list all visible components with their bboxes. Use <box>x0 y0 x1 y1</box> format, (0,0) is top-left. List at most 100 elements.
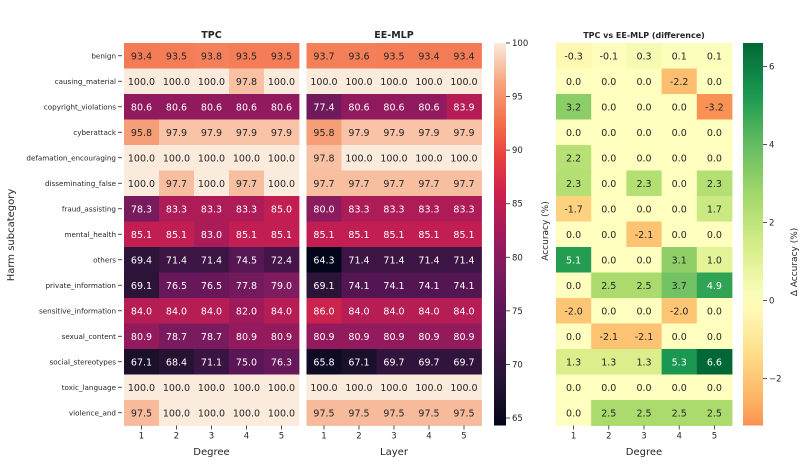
heatmap-cell <box>306 349 342 375</box>
cell-label: 80.6 <box>166 102 187 113</box>
heatmap-cell <box>446 374 482 401</box>
cell-label: 2.2 <box>566 153 581 164</box>
heatmap-cell <box>556 196 592 222</box>
heatmap-cell <box>661 170 698 197</box>
heatmap-cell <box>229 272 265 299</box>
heatmap-cell <box>661 196 698 222</box>
heatmap-cell <box>696 400 733 426</box>
cell-label: 93.5 <box>236 51 257 62</box>
cell-label: 97.7 <box>313 179 334 190</box>
cell-label: 100.0 <box>450 77 477 88</box>
cell-label: 97.9 <box>166 128 187 139</box>
cell-label: 100.0 <box>128 77 155 88</box>
cell-label: 1.0 <box>707 255 722 266</box>
cell-label: 71.4 <box>166 255 187 266</box>
cell-label: 2.5 <box>707 408 722 419</box>
cell-label: 93.4 <box>131 51 152 62</box>
heatmap-cell <box>661 119 698 146</box>
cell-label: 100.0 <box>380 77 407 88</box>
cell-label: 97.9 <box>453 128 474 139</box>
heatmap-cell <box>341 298 377 324</box>
heatmap-cell <box>264 196 300 222</box>
cell-label: 2.5 <box>636 281 651 292</box>
cell-label: 74.1 <box>453 281 474 292</box>
cell-label: 71.4 <box>201 255 222 266</box>
cell-label: 78.7 <box>166 332 187 343</box>
cell-label: -2.2 <box>670 77 689 88</box>
heatmap-cell <box>341 400 377 426</box>
cell-label: 100.0 <box>163 408 190 419</box>
cell-label: 100.0 <box>268 153 295 164</box>
heatmap-cell <box>591 374 627 401</box>
colorbar-tick-label: 85 <box>512 200 523 210</box>
heatmap-cell <box>446 349 482 375</box>
cell-label: 85.1 <box>236 230 257 241</box>
heatmap-cell <box>306 374 342 401</box>
heatmap-cell <box>661 145 698 171</box>
cell-label: 80.6 <box>383 102 404 113</box>
heatmap-cell <box>446 196 482 222</box>
heatmap-cell <box>159 170 195 197</box>
cell-label: 69.7 <box>418 357 439 368</box>
cell-label: 84.0 <box>201 306 222 317</box>
heatmap-cell <box>159 400 195 426</box>
heatmap-cell <box>661 247 698 273</box>
heatmap-cell <box>194 94 230 120</box>
heatmap-cell <box>556 43 592 69</box>
cell-label: 3.1 <box>672 255 687 266</box>
difference-colorbar: −2 0 2 4 6 <box>743 43 782 426</box>
cell-label: 100.0 <box>198 383 225 394</box>
heatmap-cell <box>696 43 733 69</box>
cell-label: 100.0 <box>415 383 442 394</box>
cell-label: 71.1 <box>201 357 222 368</box>
cell-label: 100.0 <box>268 408 295 419</box>
cell-label: 100.0 <box>233 383 260 394</box>
heatmap-cell <box>159 272 195 299</box>
heatmap-cell <box>446 94 482 120</box>
cell-label: 0.0 <box>672 230 687 241</box>
cell-label: 3.2 <box>566 102 581 113</box>
cell-label: 80.0 <box>313 204 334 215</box>
heatmap-cell <box>696 272 733 299</box>
cell-label: 100.0 <box>268 179 295 190</box>
cell-label: 84.0 <box>453 306 474 317</box>
heatmap-cell <box>696 298 733 324</box>
heatmap-cell <box>341 145 377 171</box>
cell-label: 0.0 <box>707 383 722 394</box>
heatmap-cell <box>229 298 265 324</box>
cell-label: 97.5 <box>348 408 369 419</box>
heatmap-cell <box>306 145 342 171</box>
tpc-title: TPC <box>201 30 221 41</box>
cell-label: 100.0 <box>163 383 190 394</box>
cell-label: 83.3 <box>418 204 439 215</box>
cell-label: 80.9 <box>313 332 334 343</box>
colorbar-tick-label: 80 <box>512 253 523 263</box>
heatmap-cell <box>194 221 230 248</box>
cell-label: -2.1 <box>635 230 654 241</box>
cell-label: 0.0 <box>672 102 687 113</box>
cell-label: 86.0 <box>313 306 334 317</box>
cell-label: 74.1 <box>418 281 439 292</box>
heatmap-cell <box>696 119 733 146</box>
cell-label: 74.5 <box>236 255 257 266</box>
heatmap-cell <box>446 119 482 146</box>
heatmap-cell <box>264 374 300 401</box>
cell-label: 1.3 <box>601 357 616 368</box>
colorbar-gradient <box>743 43 763 426</box>
cell-label: 78.3 <box>131 204 152 215</box>
cell-label: 85.1 <box>418 230 439 241</box>
cell-label: 80.9 <box>131 332 152 343</box>
heatmap-tpc: 93.4 93.5 93.8 93.5 93.5 100.0 100.0 100.0 97.8 1… <box>124 43 300 442</box>
heatmap-cell <box>411 272 447 299</box>
heatmap-cell <box>264 247 300 273</box>
cell-label: 0.1 <box>707 51 722 62</box>
cell-label: 82.0 <box>236 306 257 317</box>
heatmap-cell <box>626 94 662 120</box>
heatmap-cell <box>556 272 592 299</box>
cell-label: 100.0 <box>268 77 295 88</box>
cell-label: 100.0 <box>345 383 372 394</box>
heatmap-cell <box>376 374 412 401</box>
heatmap-cell <box>626 247 662 273</box>
x-tick-label: 1 <box>321 432 326 442</box>
heatmap-cell <box>411 145 447 171</box>
